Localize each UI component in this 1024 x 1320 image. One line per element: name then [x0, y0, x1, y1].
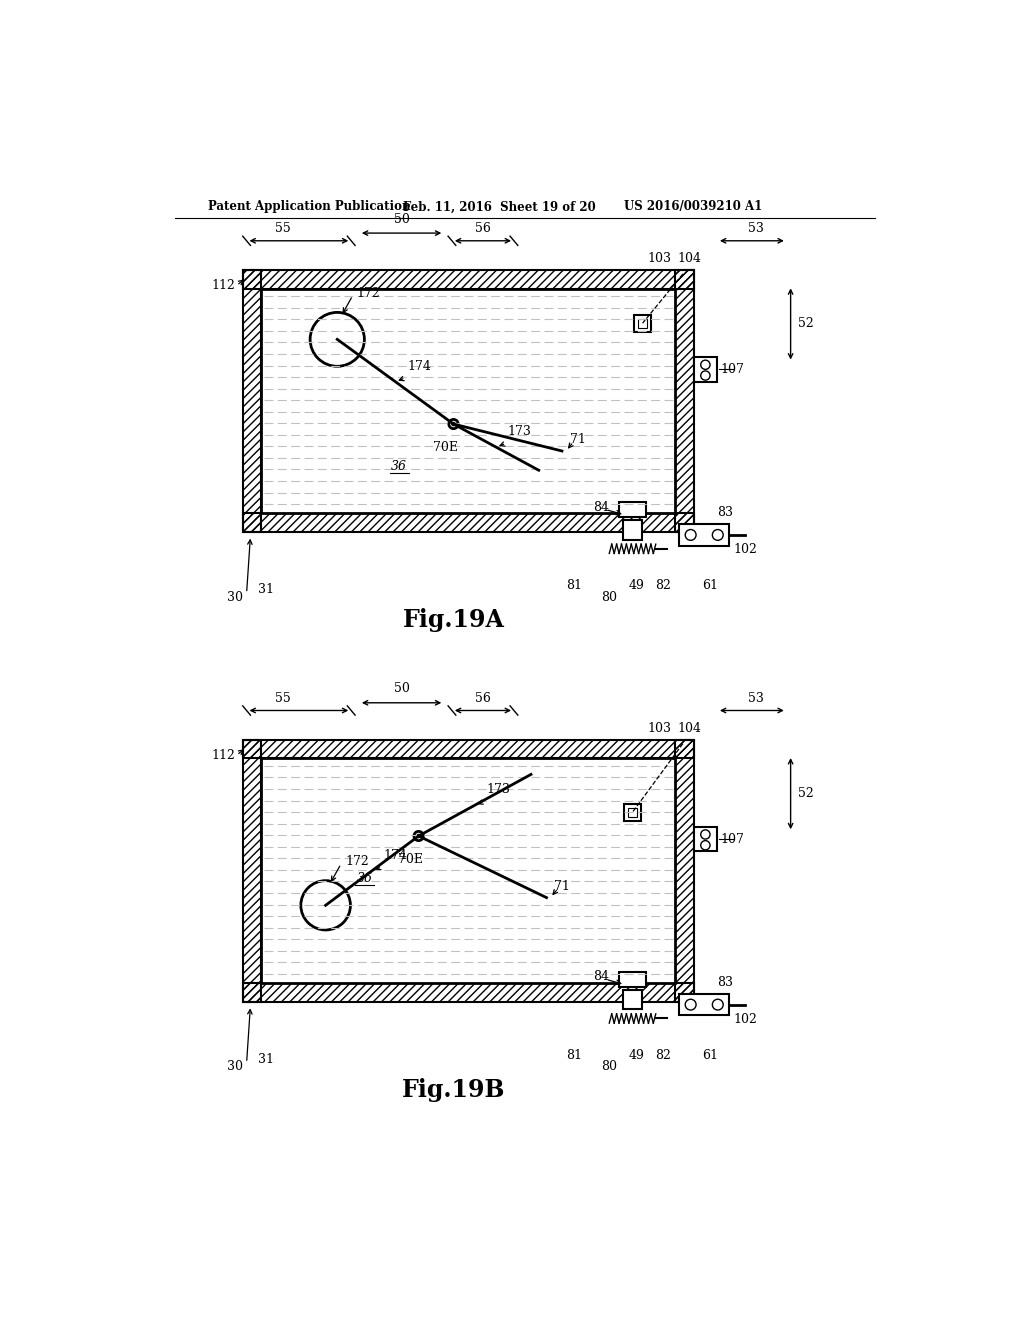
Text: 103: 103 — [647, 722, 672, 735]
Circle shape — [449, 420, 458, 429]
Bar — [693, 358, 717, 381]
Bar — [261, 289, 675, 513]
Circle shape — [700, 371, 710, 380]
Circle shape — [301, 880, 350, 929]
Text: Fig.19B: Fig.19B — [401, 1078, 505, 1102]
Bar — [693, 826, 717, 851]
Text: 107: 107 — [721, 363, 744, 376]
Bar — [624, 804, 641, 821]
Text: Patent Application Publication: Patent Application Publication — [208, 201, 411, 214]
Bar — [243, 271, 693, 289]
Text: 52: 52 — [799, 787, 814, 800]
Circle shape — [417, 834, 421, 838]
Bar — [624, 520, 642, 540]
Circle shape — [685, 999, 696, 1010]
Text: 71: 71 — [554, 879, 570, 892]
Text: 174: 174 — [384, 849, 408, 862]
Text: 30: 30 — [227, 1060, 243, 1073]
Text: 52: 52 — [799, 317, 814, 330]
Bar — [261, 758, 675, 983]
Text: 173: 173 — [486, 783, 510, 796]
Text: Feb. 11, 2016  Sheet 19 of 20: Feb. 11, 2016 Sheet 19 of 20 — [403, 201, 596, 214]
Text: 172: 172 — [345, 855, 369, 869]
Bar — [243, 271, 261, 532]
Text: 61: 61 — [702, 1049, 718, 1063]
Circle shape — [310, 313, 365, 367]
Text: 53: 53 — [748, 692, 764, 705]
Bar — [638, 318, 647, 327]
Bar — [243, 513, 693, 532]
Text: 172: 172 — [356, 286, 380, 300]
Text: 83: 83 — [718, 506, 733, 519]
Text: 84: 84 — [594, 500, 609, 513]
Bar — [675, 271, 693, 532]
Circle shape — [713, 529, 723, 540]
Text: 70E: 70E — [433, 441, 459, 454]
Text: 174: 174 — [407, 360, 431, 372]
Text: 70E: 70E — [398, 853, 423, 866]
Text: 173: 173 — [508, 425, 531, 438]
Text: 84: 84 — [594, 970, 609, 983]
Bar — [618, 972, 646, 987]
Bar — [243, 739, 261, 1002]
Text: 81: 81 — [566, 1049, 583, 1063]
Text: 30: 30 — [227, 591, 243, 603]
Circle shape — [685, 529, 696, 540]
Bar — [679, 994, 729, 1015]
Text: 82: 82 — [655, 1049, 672, 1063]
Text: 83: 83 — [718, 975, 733, 989]
Text: 102: 102 — [733, 543, 757, 556]
Text: 104: 104 — [677, 722, 701, 735]
Text: 107: 107 — [721, 833, 744, 846]
Text: 104: 104 — [677, 252, 701, 265]
Text: 53: 53 — [748, 222, 764, 235]
Text: 36: 36 — [356, 871, 373, 884]
Text: 61: 61 — [702, 579, 718, 593]
Bar — [675, 739, 693, 1002]
Text: Fig.19A: Fig.19A — [402, 609, 505, 632]
Text: 81: 81 — [566, 579, 583, 593]
Bar — [624, 990, 642, 1010]
Text: 31: 31 — [258, 1053, 274, 1065]
Circle shape — [700, 830, 710, 840]
Text: 80: 80 — [601, 1060, 617, 1073]
Text: 80: 80 — [601, 591, 617, 603]
Bar — [679, 524, 729, 545]
Text: 55: 55 — [275, 222, 291, 235]
Text: 102: 102 — [733, 1012, 757, 1026]
Text: 50: 50 — [393, 213, 410, 226]
Text: 82: 82 — [655, 579, 672, 593]
Text: 50: 50 — [393, 682, 410, 696]
Text: 56: 56 — [475, 222, 490, 235]
Text: US 2016/0039210 A1: US 2016/0039210 A1 — [624, 201, 762, 214]
Bar — [634, 314, 651, 331]
Bar — [618, 502, 646, 517]
Text: 112: 112 — [211, 748, 234, 762]
Text: 49: 49 — [629, 1049, 644, 1063]
Text: 31: 31 — [258, 583, 274, 597]
Circle shape — [452, 422, 456, 426]
Text: 103: 103 — [647, 252, 672, 265]
Text: 56: 56 — [475, 692, 490, 705]
Text: 49: 49 — [629, 579, 644, 593]
Circle shape — [414, 832, 423, 841]
Bar — [628, 808, 637, 817]
Text: 71: 71 — [569, 433, 586, 446]
Circle shape — [700, 360, 710, 370]
Text: 36: 36 — [391, 459, 408, 473]
Bar — [243, 739, 693, 758]
Circle shape — [713, 999, 723, 1010]
Text: 112: 112 — [211, 279, 234, 292]
Text: 55: 55 — [275, 692, 291, 705]
Circle shape — [700, 841, 710, 850]
Bar — [243, 983, 693, 1002]
